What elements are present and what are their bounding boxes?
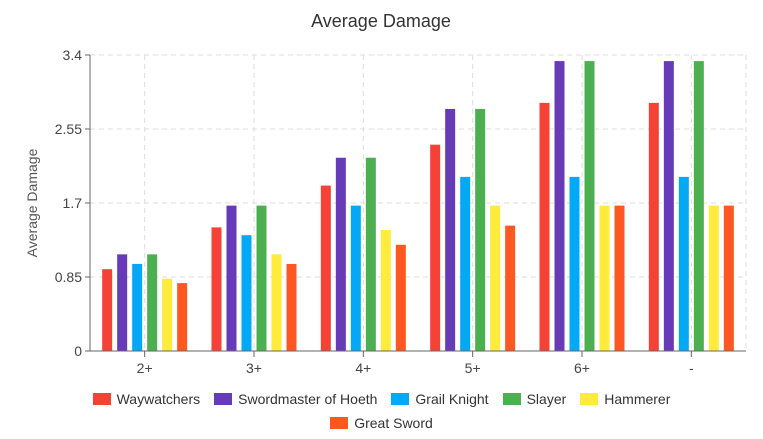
legend-item[interactable]: Slayer xyxy=(502,391,567,407)
legend-swatch xyxy=(580,393,599,405)
bar-swordmaster-of-hoeth xyxy=(117,254,128,351)
legend-item[interactable]: Great Sword xyxy=(330,415,433,431)
y-tick-label: 1.7 xyxy=(63,195,83,211)
legend-swatch xyxy=(391,393,410,405)
bar-swordmaster-of-hoeth xyxy=(445,108,456,351)
bar-great-sword xyxy=(286,263,297,351)
legend-swatch xyxy=(214,393,233,405)
bar-swordmaster-of-hoeth xyxy=(226,205,237,351)
bar-waywatchers xyxy=(648,102,659,351)
bar-grail-knight xyxy=(678,176,689,351)
bar-slayer xyxy=(256,205,267,351)
bar-slayer xyxy=(365,157,376,351)
legend-label: Slayer xyxy=(526,391,567,407)
legend-label: Grail Knight xyxy=(415,391,489,407)
bar-hammerer xyxy=(162,278,173,351)
bar-slayer xyxy=(584,61,595,351)
bar-great-sword xyxy=(177,283,188,351)
legend-swatch xyxy=(502,393,521,405)
y-tick-label: 0 xyxy=(74,343,82,359)
x-tick-label: 5+ xyxy=(465,360,481,376)
bar-waywatchers xyxy=(320,185,331,351)
bar-waywatchers xyxy=(539,102,550,351)
bar-hammerer xyxy=(708,205,719,351)
legend-item[interactable]: Grail Knight xyxy=(391,391,489,407)
legend-label: Great Sword xyxy=(354,415,433,431)
bar-great-sword xyxy=(395,244,406,351)
bar-waywatchers xyxy=(211,227,222,351)
bar-hammerer xyxy=(271,254,282,351)
legend-item[interactable]: Waywatchers xyxy=(92,391,201,407)
bar-slayer xyxy=(475,108,486,351)
bar-hammerer xyxy=(599,205,610,351)
legend-swatch xyxy=(92,393,111,405)
legend-row-2: Great Sword xyxy=(0,415,763,431)
x-tick-label: - xyxy=(689,360,694,376)
y-tick-label: 3.4 xyxy=(63,47,83,63)
bar-swordmaster-of-hoeth xyxy=(663,61,674,351)
bar-grail-knight xyxy=(460,176,471,351)
bar-grail-knight xyxy=(132,263,143,351)
bar-waywatchers xyxy=(102,269,113,351)
y-tick-label: 0.85 xyxy=(55,269,82,285)
legend-label: Hammerer xyxy=(604,391,671,407)
y-tick-label: 2.55 xyxy=(55,121,82,137)
bar-swordmaster-of-hoeth xyxy=(554,61,565,351)
bar-slayer xyxy=(147,254,158,351)
x-tick-label: 2+ xyxy=(137,360,153,376)
legend-row-1: Waywatchers Swordmaster of Hoeth Grail Kni… xyxy=(0,391,763,407)
bar-hammerer xyxy=(380,229,391,351)
x-tick-label: 6+ xyxy=(574,360,590,376)
bar-grail-knight xyxy=(569,176,580,351)
bar-chart: Average Damage Average Damage 0 0.85 1.7 2.55… xyxy=(24,11,747,376)
bar-swordmaster-of-hoeth xyxy=(335,157,346,351)
chart-title: Average Damage xyxy=(311,11,451,31)
legend-swatch xyxy=(330,417,349,429)
bar-great-sword xyxy=(505,225,516,351)
x-tick-label: 4+ xyxy=(355,360,371,376)
bar-grail-knight xyxy=(350,205,361,351)
legend-item[interactable]: Swordmaster of Hoeth xyxy=(214,391,377,407)
bar-grail-knight xyxy=(241,235,252,351)
bar-hammerer xyxy=(490,205,501,351)
bar-slayer xyxy=(693,61,704,351)
bar-great-sword xyxy=(723,205,734,351)
y-axis-label: Average Damage xyxy=(24,148,40,257)
bar-great-sword xyxy=(614,205,625,351)
bar-waywatchers xyxy=(430,144,441,351)
legend-label: Swordmaster of Hoeth xyxy=(238,391,378,407)
x-tick-label: 3+ xyxy=(246,360,262,376)
legend-label: Waywatchers xyxy=(116,391,201,407)
legend-item[interactable]: Hammerer xyxy=(580,391,670,407)
